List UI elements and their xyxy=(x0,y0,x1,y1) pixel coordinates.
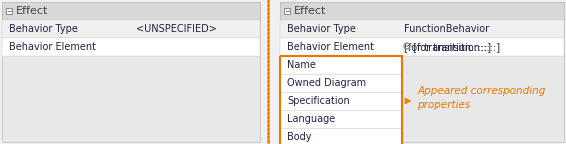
Bar xyxy=(280,56,402,74)
Bar xyxy=(2,38,260,56)
Text: Body: Body xyxy=(287,132,311,142)
Bar xyxy=(280,128,402,144)
Bar xyxy=(280,92,402,110)
Text: ⚙: ⚙ xyxy=(402,42,412,52)
Text: Owned Diagram: Owned Diagram xyxy=(287,78,366,88)
Text: Appeared corresponding
properties: Appeared corresponding properties xyxy=(417,86,546,110)
Text: Language: Language xyxy=(287,114,335,124)
Bar xyxy=(280,20,564,38)
Bar xyxy=(280,2,564,142)
Text: FunctionBehavior: FunctionBehavior xyxy=(404,24,490,34)
Text: <UNSPECIFIED>: <UNSPECIFIED> xyxy=(136,24,217,34)
Bar xyxy=(280,110,402,128)
Text: Behavior Element: Behavior Element xyxy=(9,42,96,52)
Bar xyxy=(284,8,290,14)
Bar xyxy=(280,74,402,92)
Text: Specification: Specification xyxy=(287,96,350,106)
Bar xyxy=(280,2,564,20)
Bar xyxy=(280,38,564,56)
Text: [for transition:::::]: [for transition:::::] xyxy=(413,42,500,52)
Text: Behavior Type: Behavior Type xyxy=(9,24,78,34)
Bar xyxy=(2,2,260,142)
Text: Behavior Type: Behavior Type xyxy=(287,24,356,34)
Text: Effect: Effect xyxy=(16,6,48,16)
Bar xyxy=(2,20,260,38)
Text: [for transition:::::]: [for transition:::::] xyxy=(404,42,491,52)
Text: Behavior Element: Behavior Element xyxy=(287,42,374,52)
Text: Name: Name xyxy=(287,60,316,70)
Bar xyxy=(6,8,12,14)
Bar xyxy=(280,56,402,144)
Bar xyxy=(2,2,260,20)
Text: Effect: Effect xyxy=(294,6,327,16)
